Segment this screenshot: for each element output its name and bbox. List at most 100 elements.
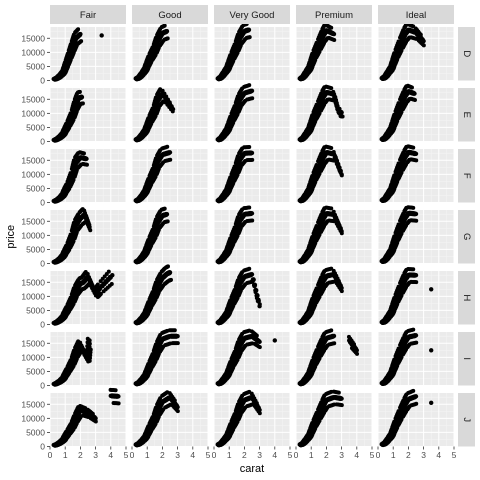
data-point (249, 272, 254, 277)
data-point (77, 89, 82, 94)
data-point (329, 86, 334, 91)
data-point (248, 88, 254, 94)
data-point (329, 206, 334, 211)
data-point (250, 218, 255, 223)
data-point (170, 109, 175, 114)
data-point (76, 27, 81, 32)
panel-h-very-good (213, 266, 291, 326)
panel-h-good (131, 264, 209, 326)
panel-f-premium (295, 144, 373, 204)
panel-i-premium (295, 328, 373, 387)
data-point (253, 290, 258, 295)
data-point (165, 36, 170, 41)
data-point (165, 144, 170, 149)
data-point (339, 289, 344, 294)
data-point (336, 278, 341, 283)
data-point (85, 336, 90, 341)
data-point (418, 32, 423, 37)
data-point (412, 98, 417, 103)
data-point (339, 173, 344, 178)
data-point (84, 162, 89, 167)
data-point (162, 91, 167, 96)
data-point (421, 43, 426, 48)
data-point (168, 157, 173, 162)
data-point (272, 338, 277, 343)
panel-d-ideal (377, 22, 455, 82)
data-point (334, 103, 339, 108)
data-point (340, 114, 345, 119)
data-point (414, 280, 419, 285)
data-point (251, 278, 256, 283)
panel-i-fair (49, 332, 127, 387)
data-point (336, 165, 341, 170)
data-point (335, 161, 340, 166)
data-point (412, 272, 418, 278)
panel-d-good (131, 23, 209, 82)
panel-f-ideal (377, 144, 455, 204)
data-point (331, 150, 336, 155)
data-point (429, 287, 434, 292)
panel-f-good (131, 144, 209, 204)
panel-g-premium (295, 205, 373, 265)
data-point (162, 23, 167, 28)
data-point (80, 101, 85, 106)
panel-f-fair (49, 149, 127, 204)
data-point (173, 333, 179, 339)
panel-e-very-good (213, 83, 291, 143)
data-point (71, 177, 76, 182)
data-point (85, 218, 90, 223)
panel-d-very-good (213, 21, 291, 82)
data-point (409, 85, 414, 90)
panel-e-ideal (377, 83, 455, 143)
data-point (336, 222, 341, 227)
data-point (254, 333, 259, 338)
data-point (165, 219, 170, 224)
data-point (411, 205, 416, 210)
data-point (330, 30, 336, 37)
data-point (165, 97, 170, 102)
panel-f-very-good (213, 145, 291, 204)
data-point (419, 37, 425, 43)
panel-g-very-good (213, 205, 291, 265)
data-point (339, 231, 344, 236)
data-point (88, 347, 93, 352)
data-point (162, 206, 167, 211)
data-point (164, 94, 169, 99)
data-point (172, 328, 177, 333)
data-point (175, 341, 180, 346)
data-point (250, 96, 255, 101)
panel-e-fair (49, 88, 127, 143)
data-point (257, 345, 262, 350)
facet-panels (49, 21, 455, 448)
data-point (82, 156, 89, 162)
panel-h-premium (295, 266, 373, 326)
data-point (95, 282, 100, 287)
data-point (247, 145, 252, 150)
data-point (255, 338, 261, 344)
data-point (333, 153, 338, 158)
data-point (332, 96, 337, 101)
panel-i-very-good (213, 328, 291, 387)
data-point (79, 39, 84, 44)
data-point (329, 145, 334, 150)
data-point (247, 35, 252, 40)
panel-d-fair (49, 27, 127, 82)
data-point (77, 32, 83, 38)
data-point (247, 205, 252, 210)
data-point (414, 218, 419, 223)
data-point (414, 158, 419, 163)
data-point (337, 225, 343, 231)
panel-h-fair (49, 269, 127, 326)
panel-i-good (131, 328, 209, 387)
data-point (248, 150, 254, 156)
data-point (257, 302, 262, 307)
data-point (337, 168, 343, 174)
data-point (245, 27, 251, 33)
data-point (247, 266, 252, 271)
data-point (163, 211, 169, 218)
data-point (334, 157, 339, 162)
data-point (250, 157, 255, 162)
data-point (411, 267, 416, 272)
